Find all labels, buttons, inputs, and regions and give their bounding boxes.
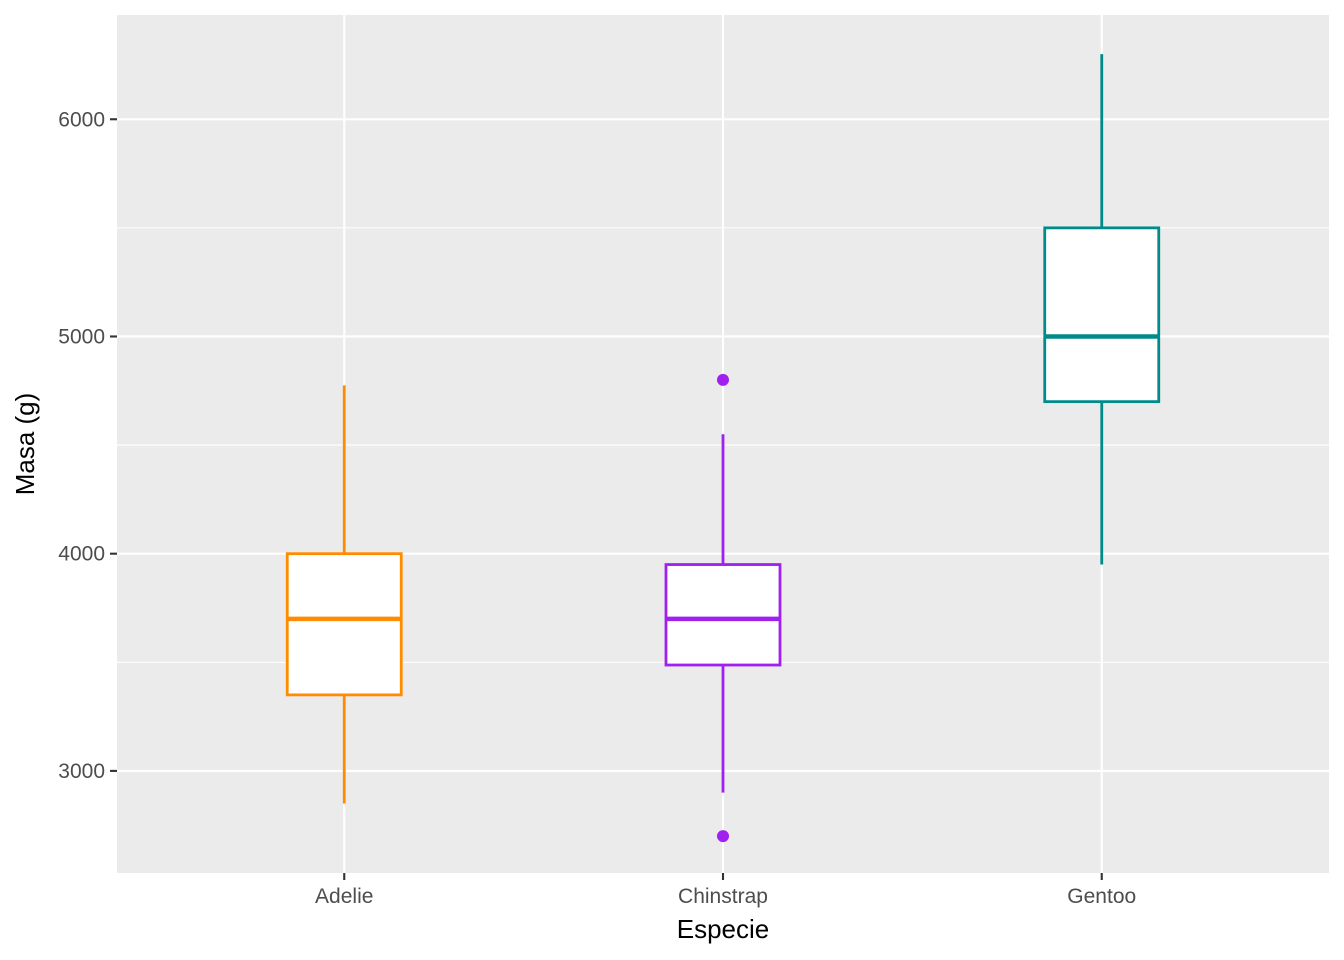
box-adelie xyxy=(285,385,403,804)
box-gentoo xyxy=(1043,54,1161,565)
y-tick-label: 3000 xyxy=(58,760,105,783)
x-axis-title: Especie xyxy=(677,914,770,944)
box-iqr xyxy=(1043,226,1161,404)
y-tick-label: 6000 xyxy=(58,108,105,131)
x-axis: Adelie Chinstrap Gentoo xyxy=(315,873,1136,908)
x-tick-label: Chinstrap xyxy=(678,885,768,908)
y-axis: 3000 4000 5000 6000 xyxy=(58,108,117,783)
outlier-point xyxy=(717,830,729,843)
y-tick-label: 5000 xyxy=(58,325,105,348)
y-tick-label: 4000 xyxy=(58,543,105,566)
box-iqr xyxy=(285,552,403,697)
x-tick-label: Adelie xyxy=(315,885,373,908)
box-chinstrap xyxy=(664,373,782,843)
boxes xyxy=(285,54,1161,843)
x-tick-label: Gentoo xyxy=(1067,885,1136,908)
outlier-point xyxy=(717,373,729,386)
y-axis-title: Masa (g) xyxy=(10,393,40,496)
box-iqr xyxy=(664,563,782,667)
